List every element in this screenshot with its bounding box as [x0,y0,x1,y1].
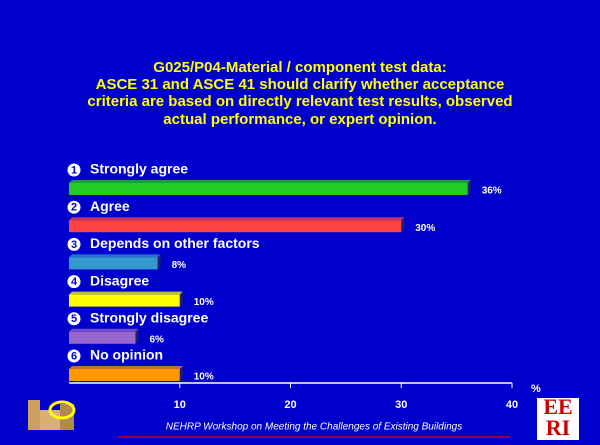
category-number: 4 [71,276,78,288]
bar [69,183,468,195]
title-line: G025/P04-Material / component test data: [153,59,446,76]
category-number: 3 [71,239,77,251]
category-number: 2 [71,202,77,214]
value-label: 10% [194,372,214,383]
bar [69,369,180,381]
bar-top [69,180,471,183]
category-label: Strongly agree [90,161,188,177]
x-tick-label: 40 [506,399,518,411]
bar-top [69,254,161,257]
bar-top [69,292,183,295]
title-line: criteria are based on directly relevant … [87,93,512,110]
title-line: ASCE 31 and ASCE 41 should clarify wheth… [96,76,505,93]
bar [69,332,135,344]
bar [69,257,158,269]
value-label: 6% [149,334,164,345]
category-number: 1 [71,164,77,176]
value-label: 10% [194,297,214,308]
value-label: 8% [172,260,187,271]
category-label: Strongly disagree [90,310,208,326]
bar [69,295,180,307]
category-label: No opinion [90,347,163,363]
x-axis-label: % [531,383,541,395]
value-label: 36% [482,186,502,197]
category-label: Disagree [90,272,149,288]
title-line: actual performance, or expert opinion. [163,111,436,128]
bar-top [69,329,138,332]
atc-logo [28,400,74,430]
x-tick-label: 30 [395,399,407,411]
x-tick-label: 20 [284,399,296,411]
category-number: 5 [71,313,77,325]
bar-top [69,217,404,220]
logo-text: RI [546,415,570,440]
footer: NEHRP Workshop on Meeting the Challenges… [166,422,462,433]
category-number: 6 [71,350,77,362]
category-label: Depends on other factors [90,235,260,251]
slide: G025/P04-Material / component test data:… [0,0,600,445]
x-tick-label: 10 [174,399,186,411]
bar-top [69,366,183,369]
value-label: 30% [415,223,435,234]
bar [69,220,401,232]
category-label: Agree [90,198,130,214]
